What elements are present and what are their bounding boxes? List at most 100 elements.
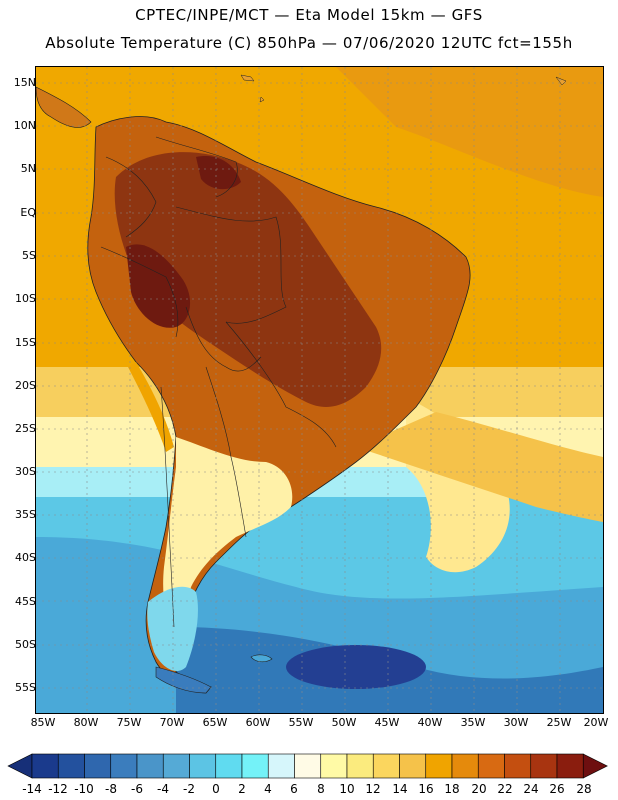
lon-label: 30W — [503, 716, 529, 729]
title-line-1: CPTEC/INPE/MCT — Eta Model 15km — GFS — [135, 6, 483, 24]
scale-label: 6 — [290, 782, 298, 796]
scale-swatch — [84, 753, 112, 779]
scale-swatch — [189, 753, 217, 779]
scale-label: 18 — [444, 782, 460, 796]
scale-label: -14 — [22, 782, 42, 796]
color-scale-swatches — [7, 753, 608, 779]
central-america — [36, 86, 92, 128]
scale-swatch — [267, 753, 295, 779]
lat-label: 55S — [15, 681, 36, 694]
lat-label: 5N — [20, 162, 36, 175]
scale-label: 10 — [339, 782, 355, 796]
lon-label: 45W — [374, 716, 400, 729]
scale-swatch — [504, 753, 532, 779]
temperature-map — [35, 66, 604, 714]
title-line-2: Absolute Temperature (C) 850hPa — 07/06/… — [45, 34, 573, 52]
scale-swatch — [215, 753, 243, 779]
tierra-del-fuego — [155, 666, 212, 694]
scale-label: 4 — [264, 782, 272, 796]
scale-label: 22 — [497, 782, 513, 796]
hot-core-amazon — [196, 156, 241, 190]
scale-swatch — [399, 753, 427, 779]
scale-label: 2 — [238, 782, 246, 796]
lat-label: EQ — [20, 206, 36, 219]
border-venezuela — [155, 136, 238, 198]
scale-swatch — [556, 753, 584, 779]
scale-label: -10 — [74, 782, 94, 796]
scale-label: 14 — [392, 782, 408, 796]
scale-label: 0 — [212, 782, 220, 796]
lon-label: 60W — [245, 716, 271, 729]
lon-label: 80W — [73, 716, 99, 729]
lat-label: 5S — [22, 249, 36, 262]
scale-label: 20 — [471, 782, 487, 796]
lat-label: 15N — [13, 76, 36, 89]
lat-label: 50S — [15, 638, 36, 651]
lon-label: 40W — [417, 716, 443, 729]
lon-label: 55W — [288, 716, 314, 729]
lon-label: 70W — [159, 716, 185, 729]
border-bolivia — [185, 306, 262, 372]
lat-label: 15S — [15, 336, 36, 349]
lat-label: 20S — [15, 379, 36, 392]
border-argentina — [205, 366, 247, 538]
border-colombia — [105, 156, 157, 238]
lon-label: 85W — [30, 716, 56, 729]
hot-interior-region — [114, 152, 382, 407]
scale-label: 12 — [365, 782, 381, 796]
scale-label: 28 — [576, 782, 592, 796]
color-scale-bar — [7, 753, 608, 779]
country-borders — [100, 136, 337, 628]
lat-label: 30S — [15, 465, 36, 478]
lon-label: 25W — [546, 716, 572, 729]
scale-label: -2 — [183, 782, 195, 796]
coldest-ocean-core — [286, 645, 426, 689]
lat-label: 40S — [15, 551, 36, 564]
southern-cone-cool — [163, 437, 293, 647]
lat-label: 10S — [15, 292, 36, 305]
lat-label: 45S — [15, 595, 36, 608]
scale-arrow-high — [582, 753, 608, 779]
lon-label: 65W — [202, 716, 228, 729]
lon-label: 75W — [116, 716, 142, 729]
lon-label: 50W — [331, 716, 357, 729]
border-brazil-west — [175, 206, 287, 324]
scale-swatch — [136, 753, 164, 779]
lat-label: 35S — [15, 508, 36, 521]
graticule — [36, 67, 603, 713]
lon-label: 20W — [583, 716, 609, 729]
falkland-islands — [250, 654, 273, 663]
lon-label: 35W — [460, 716, 486, 729]
border-brazil-south — [225, 321, 337, 448]
scale-swatch — [451, 753, 479, 779]
scale-swatch — [425, 753, 453, 779]
scale-swatch — [162, 753, 190, 779]
lat-label: 10N — [13, 119, 36, 132]
border-peru — [100, 246, 179, 338]
border-andes — [160, 386, 175, 628]
scale-swatch — [241, 753, 269, 779]
atlantic-warm-north — [336, 67, 603, 197]
scale-label: -6 — [131, 782, 143, 796]
scale-label: 24 — [523, 782, 539, 796]
scale-label: -12 — [48, 782, 68, 796]
warm-atlantic-band — [356, 412, 603, 522]
scale-label: 16 — [418, 782, 434, 796]
scale-swatch — [530, 753, 558, 779]
highlands-warm-strip — [128, 362, 174, 452]
scale-arrow-low — [7, 753, 33, 779]
patagonia-cold — [147, 586, 198, 672]
scale-label: -8 — [105, 782, 117, 796]
scale-swatch — [110, 753, 138, 779]
scale-swatch — [477, 753, 505, 779]
scale-label: 26 — [549, 782, 565, 796]
scale-swatch — [294, 753, 322, 779]
scale-swatch — [320, 753, 348, 779]
scale-swatch — [346, 753, 374, 779]
scale-swatch — [57, 753, 85, 779]
scale-label: -4 — [157, 782, 169, 796]
scale-swatch — [372, 753, 400, 779]
scale-label: 8 — [317, 782, 325, 796]
lat-label: 25S — [15, 422, 36, 435]
scale-swatch — [31, 753, 59, 779]
